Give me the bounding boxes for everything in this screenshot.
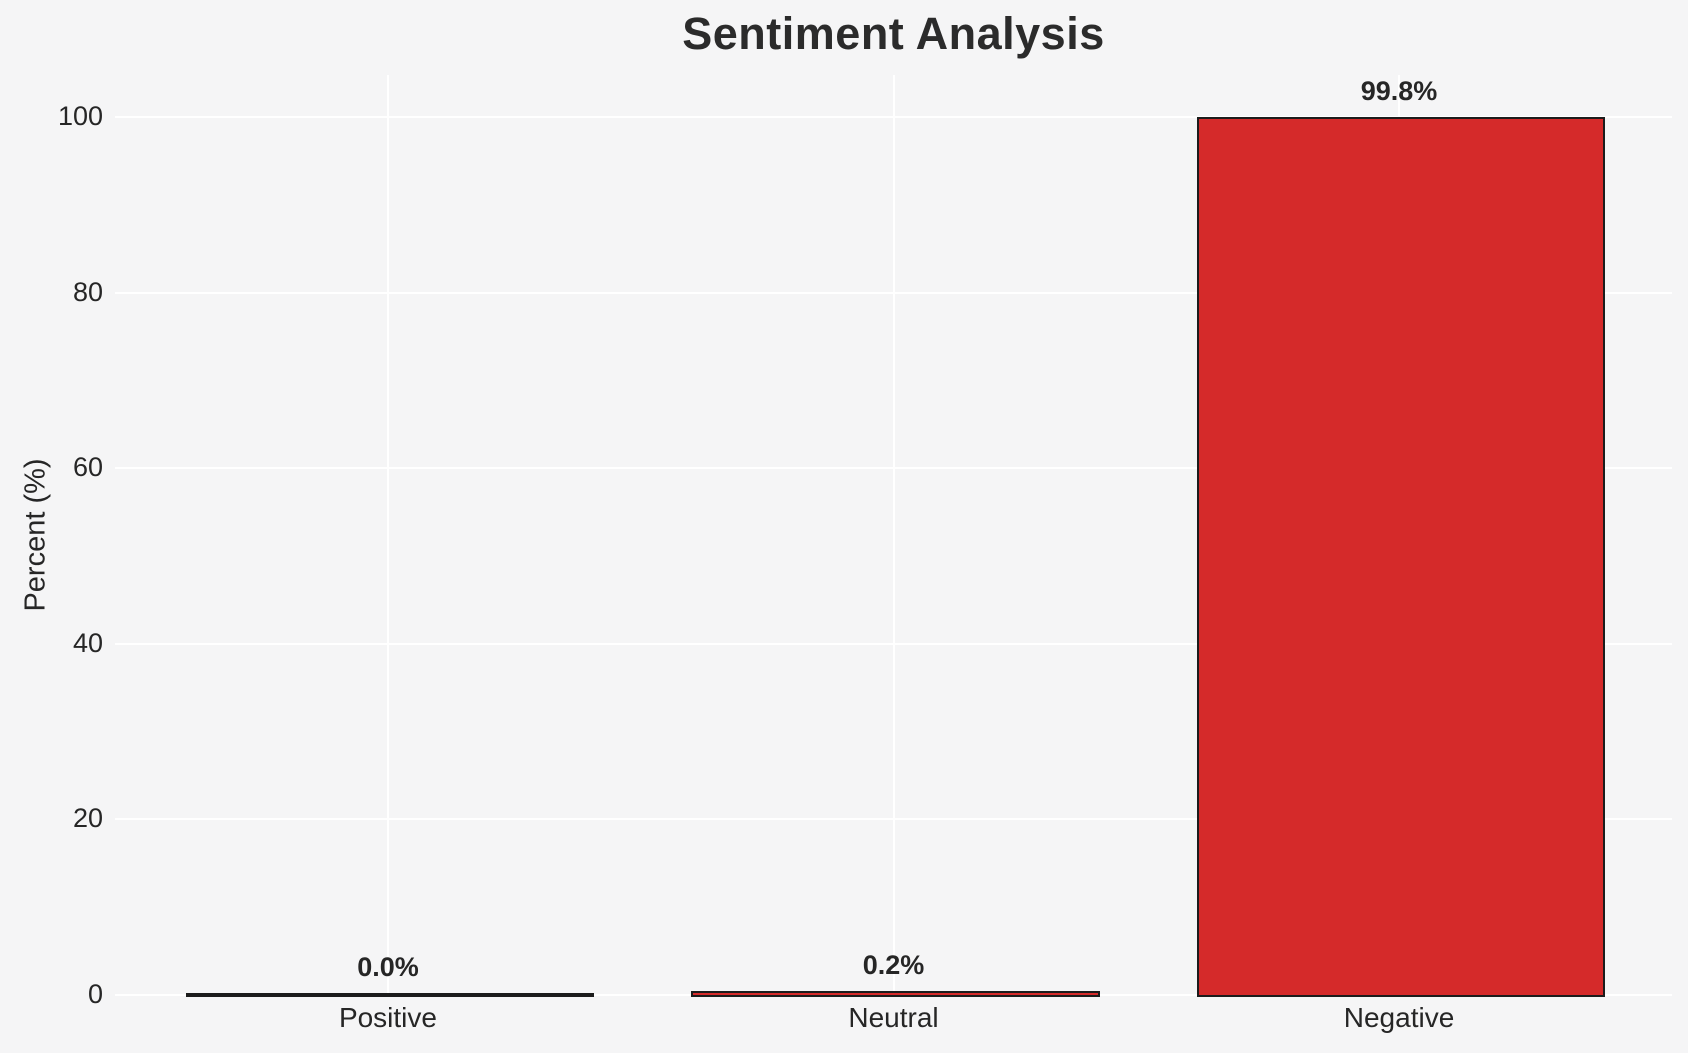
y-tick-label: 0	[87, 979, 103, 1009]
y-tick-label: 60	[72, 452, 103, 483]
y-axis-label: Percent (%)	[19, 458, 52, 612]
x-tick-label-positive: Positive	[338, 1002, 437, 1033]
plot-area	[115, 75, 1672, 997]
x-gridline	[386, 75, 389, 995]
bar-neutral	[691, 991, 1100, 997]
y-tick-label: 20	[72, 803, 103, 834]
chart-title: Sentiment Analysis	[682, 8, 1105, 59]
y-tick-label: 80	[72, 276, 103, 307]
x-tick-label-negative: Negative	[1343, 1002, 1455, 1033]
bar-value-label: 0.0%	[357, 952, 419, 982]
y-tick-label: 40	[72, 627, 103, 658]
bar-negative	[1196, 116, 1606, 997]
bar-positive	[185, 993, 595, 997]
y-tick-label: 100	[57, 101, 103, 132]
bar-value-label: 0.2%	[862, 950, 925, 981]
x-gridline	[892, 75, 895, 995]
bar-value-label: 99.8%	[1360, 75, 1438, 106]
x-tick-label-neutral: Neutral	[848, 1002, 939, 1033]
